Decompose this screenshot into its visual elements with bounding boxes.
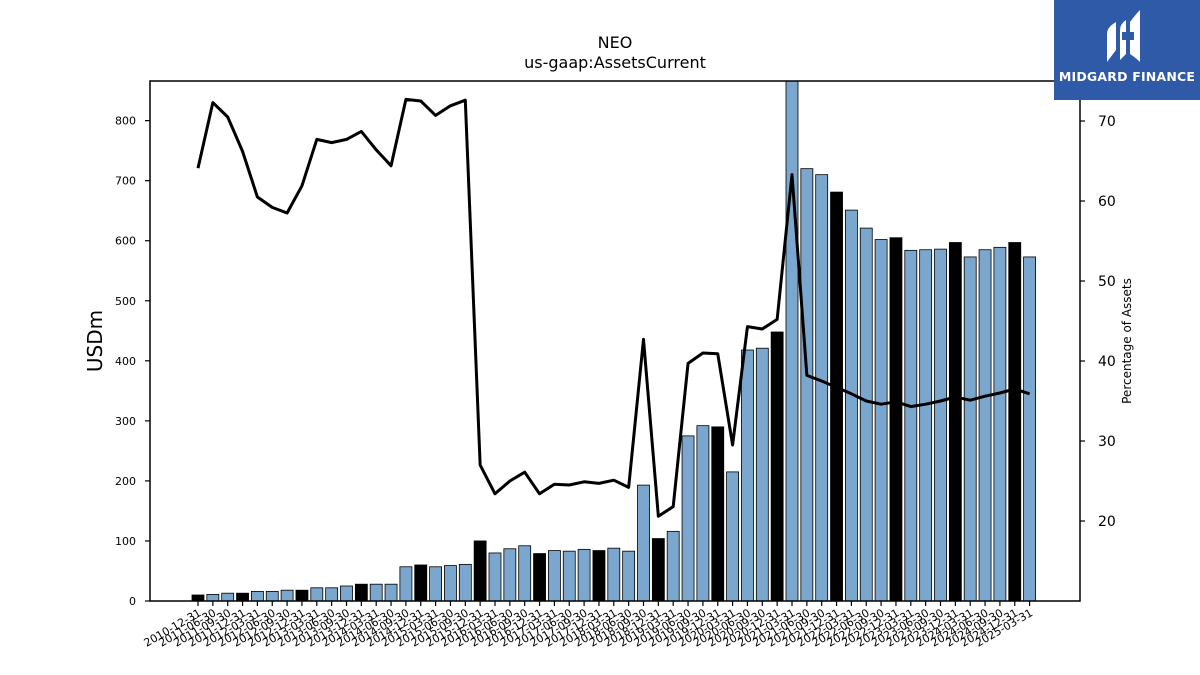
bar-2021-09-30 bbox=[815, 174, 829, 602]
bar-2014-12-31 bbox=[414, 564, 428, 602]
bar-2021-12-31 bbox=[830, 191, 843, 602]
bar-2013-06-30 bbox=[325, 587, 339, 602]
bar-2013-12-31 bbox=[354, 583, 368, 602]
bar-2017-09-30 bbox=[577, 548, 591, 602]
bar-2023-09-30 bbox=[934, 248, 947, 602]
bar-2010-12-31 bbox=[191, 594, 205, 602]
y-left-tick-label: 500 bbox=[115, 295, 136, 308]
bar-2015-12-31 bbox=[473, 540, 487, 602]
y-left-tick-label: 0 bbox=[129, 595, 136, 608]
bar-2019-09-30 bbox=[696, 425, 710, 602]
bar-2020-12-31 bbox=[770, 331, 784, 602]
bar-series bbox=[191, 80, 1036, 602]
y-axis-left-label: USDm bbox=[83, 310, 107, 372]
bar-2022-12-31 bbox=[889, 237, 903, 602]
bar-2014-03-31 bbox=[369, 583, 383, 602]
bar-2013-09-30 bbox=[340, 585, 353, 602]
y-right-tick-label: 40 bbox=[1098, 354, 1116, 370]
bar-2025-03-31 bbox=[1023, 256, 1036, 602]
bar-2017-06-30 bbox=[562, 550, 576, 602]
bar-2024-03-31 bbox=[963, 256, 977, 602]
bar-2016-12-31 bbox=[533, 553, 546, 602]
bar-2011-09-30 bbox=[221, 592, 235, 602]
bar-2017-12-31 bbox=[592, 550, 606, 602]
y-right-tick-label: 60 bbox=[1098, 194, 1116, 210]
bar-2022-06-30 bbox=[859, 227, 873, 602]
y-left-tick-label: 800 bbox=[115, 115, 136, 128]
bar-2014-06-30 bbox=[384, 583, 398, 602]
bar-2023-12-31 bbox=[948, 242, 962, 602]
y-right-tick-label: 30 bbox=[1098, 434, 1116, 450]
y-left-tick-label: 300 bbox=[115, 415, 136, 428]
y-right-tick-label: 20 bbox=[1098, 514, 1116, 530]
y-left-tick-label: 400 bbox=[115, 355, 136, 368]
bar-2018-09-30 bbox=[637, 484, 650, 602]
bar-2016-03-31 bbox=[488, 552, 502, 602]
plot-frame bbox=[149, 80, 1081, 602]
bar-2020-09-30 bbox=[755, 347, 769, 602]
chart-title: NEO bbox=[598, 33, 633, 52]
bar-2015-06-30 bbox=[444, 565, 457, 602]
bar-2024-09-30 bbox=[993, 246, 1007, 602]
y-left-tick-label: 700 bbox=[115, 175, 136, 188]
bar-2017-03-31 bbox=[548, 550, 561, 602]
bar-2024-06-30 bbox=[978, 249, 992, 602]
bar-2018-12-31 bbox=[651, 538, 665, 602]
bar-2021-06-30 bbox=[800, 168, 814, 602]
bar-2012-03-31 bbox=[250, 590, 264, 602]
percentage-line bbox=[196, 97, 1031, 518]
y-left-tick-label: 200 bbox=[115, 475, 136, 488]
bar-2016-09-30 bbox=[518, 545, 532, 602]
bar-2020-06-30 bbox=[741, 349, 754, 602]
bar-2013-03-31 bbox=[310, 587, 324, 602]
bar-2012-12-31 bbox=[295, 589, 309, 602]
bar-2015-03-31 bbox=[429, 566, 443, 602]
bar-2024-12-31 bbox=[1008, 242, 1022, 602]
bar-2022-03-31 bbox=[845, 209, 858, 602]
bar-2011-12-31 bbox=[236, 592, 249, 602]
bar-2018-03-31 bbox=[607, 547, 621, 602]
bar-2018-06-30 bbox=[622, 550, 636, 602]
bar-2011-06-30 bbox=[206, 593, 220, 602]
axes: 0100200300400500600700800203040506070201… bbox=[115, 80, 1116, 650]
y-axis-right-label: Percentage of Assets bbox=[1120, 278, 1134, 404]
bar-2023-06-30 bbox=[919, 249, 933, 602]
bar-2012-06-30 bbox=[265, 590, 279, 602]
chart-subtitle: us-gaap:AssetsCurrent bbox=[524, 53, 706, 72]
bar-2021-03-31 bbox=[785, 80, 799, 602]
y-left-tick-label: 100 bbox=[115, 535, 136, 548]
bar-2012-09-30 bbox=[280, 589, 294, 602]
y-right-tick-label: 50 bbox=[1098, 274, 1116, 290]
y-left-tick-label: 600 bbox=[115, 235, 136, 248]
bar-2020-03-31 bbox=[726, 471, 739, 602]
bar-2016-06-30 bbox=[503, 548, 517, 602]
line-series bbox=[196, 97, 1031, 518]
bar-2015-09-30 bbox=[458, 563, 472, 602]
logo-mark-icon bbox=[1107, 10, 1140, 62]
bar-2023-03-31 bbox=[904, 249, 918, 602]
bar-2019-03-31 bbox=[666, 530, 680, 602]
y-right-tick-label: 70 bbox=[1098, 114, 1116, 130]
bar-2019-06-30 bbox=[681, 435, 695, 602]
bar-2022-09-30 bbox=[874, 239, 888, 602]
logo-text: MIDGARD FINANCE bbox=[1058, 69, 1196, 84]
midgard-finance-logo: MIDGARD FINANCE bbox=[1054, 0, 1200, 100]
bar-2019-12-31 bbox=[711, 426, 725, 602]
bar-2014-09-30 bbox=[399, 566, 413, 602]
